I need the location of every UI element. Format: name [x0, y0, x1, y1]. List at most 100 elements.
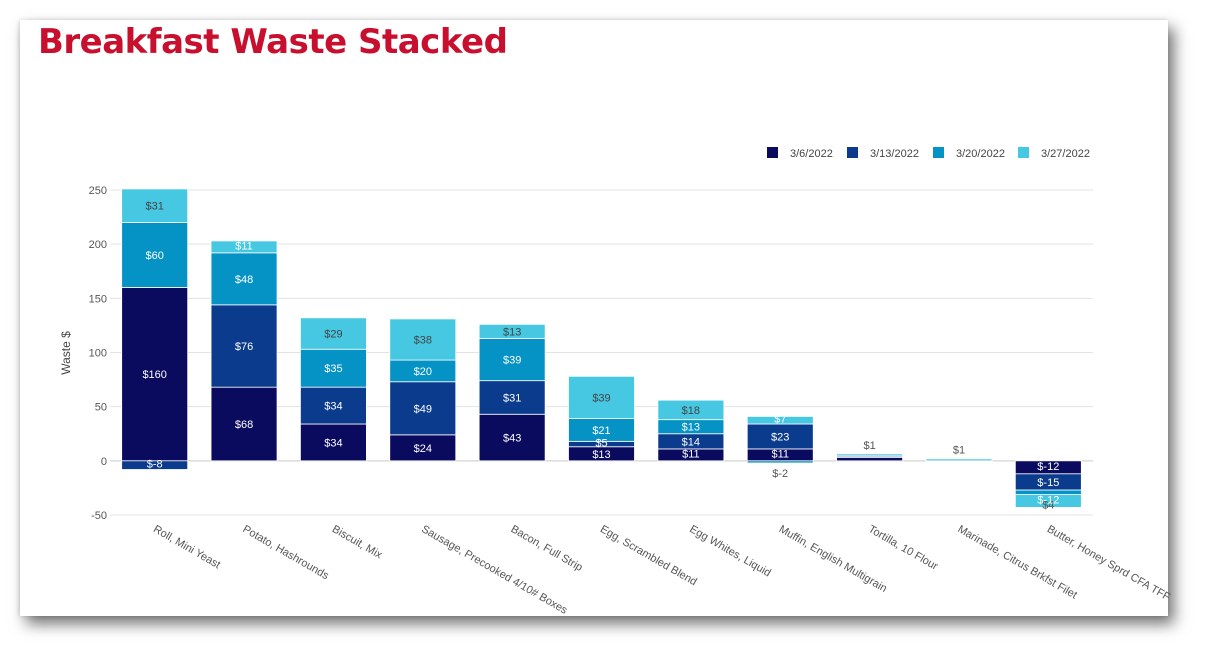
legend-label: 3/27/2022 — [1041, 148, 1090, 160]
legend: 3/6/2022 3/13/2022 3/20/2022 3/27/2022 — [767, 147, 1090, 160]
x-axis: Roll, Mini Yeast Potato, Hashrounds Biscui… — [151, 523, 1172, 617]
bar-segment[interactable] — [210, 240, 278, 254]
bar-segment[interactable] — [746, 416, 814, 425]
data-label: $11 — [771, 448, 789, 460]
data-label: $14 — [682, 436, 700, 448]
bar-segment[interactable] — [300, 348, 367, 388]
bar-segment[interactable] — [568, 375, 635, 419]
data-label: $68 — [235, 419, 253, 431]
data-label: $13 — [682, 422, 700, 434]
bar-segment[interactable] — [210, 252, 278, 306]
data-label: $43 — [503, 433, 521, 445]
data-label: $48 — [235, 274, 253, 286]
data-label: $23 — [771, 431, 789, 443]
bar-segment[interactable] — [300, 386, 367, 425]
bar-segment[interactable] — [925, 458, 993, 461]
x-category-label: Bacon, Full Strip — [509, 523, 585, 574]
x-category-label: Potato, Hashrounds — [241, 523, 332, 582]
data-label: $34 — [324, 401, 342, 413]
bar-segment[interactable] — [389, 381, 457, 436]
bar-segment[interactable] — [210, 304, 278, 388]
legend-item[interactable]: 3/13/2022 — [847, 147, 919, 160]
x-category-label: Sausage, Precooked 4/10# Boxes — [419, 523, 569, 617]
x-category-label: Tortilla, 10 Flour — [866, 523, 940, 573]
data-label: $39 — [503, 355, 521, 367]
bar-segment[interactable] — [478, 380, 546, 415]
data-label: $39 — [592, 392, 610, 404]
y-tick-label: 50 — [95, 402, 107, 414]
data-label: $49 — [414, 403, 432, 415]
data-label: $1 — [953, 445, 965, 457]
data-label: $-2 — [772, 468, 788, 480]
data-label: $24 — [414, 443, 432, 455]
legend-label: 3/20/2022 — [956, 148, 1005, 160]
y-tick-label: 200 — [89, 239, 107, 251]
bar-segment[interactable] — [478, 413, 546, 462]
data-label: $-8 — [147, 459, 163, 471]
x-category-label: Egg, Scrambled Blend — [598, 523, 699, 588]
bar-segment[interactable] — [1014, 494, 1082, 508]
bar-segment[interactable] — [389, 318, 457, 361]
data-label: $-15 — [1037, 477, 1059, 489]
legend-label: 3/6/2022 — [790, 148, 833, 160]
data-label: $18 — [682, 405, 700, 417]
bar-segment[interactable] — [746, 460, 814, 464]
chart-title: Breakfast Waste Stacked — [38, 22, 508, 62]
bar-segment[interactable] — [121, 188, 189, 223]
data-label: $11 — [682, 448, 700, 460]
bar-segment[interactable] — [300, 317, 367, 350]
data-labels: $160 $-8 $60 $31 $68 $76 $48 $11 $34 $34 $35 $29 $24… — [142, 201, 1059, 512]
legend-swatch — [933, 147, 944, 158]
data-label: $20 — [414, 366, 432, 378]
bar-segment[interactable] — [746, 423, 814, 450]
bars — [121, 188, 1082, 508]
data-label: $160 — [142, 369, 166, 381]
y-tick-label: 150 — [89, 293, 107, 305]
data-label: $13 — [503, 326, 521, 338]
x-category-label: Biscuit, Mix — [330, 523, 385, 561]
bar-segment[interactable] — [121, 287, 189, 462]
data-label: $1 — [863, 440, 875, 452]
bar-segment[interactable] — [121, 460, 189, 470]
bar-segment[interactable] — [478, 338, 546, 382]
data-label: $11 — [235, 240, 253, 252]
data-label: $31 — [503, 392, 521, 404]
bar-segment[interactable] — [121, 222, 189, 288]
legend-item[interactable]: 3/27/2022 — [1018, 147, 1090, 160]
data-label: $7 — [774, 414, 786, 426]
data-label: $-12 — [1037, 461, 1059, 473]
y-axis: 250 200 150 100 50 0 -50 — [89, 185, 107, 522]
y-tick-label: 100 — [89, 348, 107, 360]
data-label: $13 — [592, 449, 610, 461]
legend-swatch — [767, 147, 778, 158]
data-label: $38 — [414, 335, 432, 347]
data-label: $5 — [595, 438, 607, 450]
x-category-label: Egg Whites, Liquid — [687, 523, 772, 579]
bar-segment[interactable] — [478, 323, 546, 339]
y-tick-label: -50 — [91, 510, 107, 522]
data-label: $21 — [592, 425, 610, 437]
y-tick-label: 250 — [89, 185, 107, 197]
legend-swatch — [847, 147, 858, 158]
bar-segment[interactable] — [300, 423, 367, 462]
data-label: $-12 — [1037, 494, 1059, 506]
bar-segment[interactable] — [836, 457, 903, 462]
bar-segment[interactable] — [210, 386, 278, 462]
data-label: $35 — [324, 363, 342, 375]
y-axis-label: Waste $ — [59, 331, 73, 375]
bar-segment[interactable] — [389, 434, 457, 462]
x-category-label: Roll, Mini Yeast — [151, 523, 222, 571]
data-label: $34 — [324, 437, 342, 449]
data-label: $60 — [146, 250, 164, 262]
legend-swatch — [1018, 147, 1029, 158]
legend-item[interactable]: 3/6/2022 — [767, 147, 833, 160]
legend-label: 3/13/2022 — [870, 148, 919, 160]
y-tick-label: 0 — [101, 456, 107, 468]
bar-segment[interactable] — [836, 453, 903, 456]
bar-segment[interactable] — [657, 399, 725, 421]
legend-item[interactable]: 3/20/2022 — [933, 147, 1005, 160]
data-label: $29 — [324, 329, 342, 341]
data-label: $4 — [1042, 499, 1054, 511]
data-label: $31 — [146, 201, 164, 213]
